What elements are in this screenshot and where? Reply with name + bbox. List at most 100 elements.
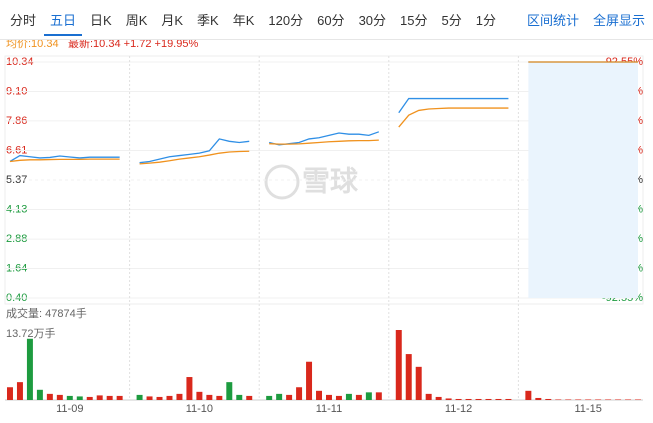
volume-bar: [565, 399, 572, 400]
volume-bar: [635, 399, 642, 400]
volume-bar: [335, 395, 342, 400]
period-tab[interactable]: 日K: [90, 13, 112, 28]
volume-title: 成交量: 47874手: [6, 306, 87, 320]
volume-bar: [575, 399, 582, 400]
volume-bar: [365, 392, 372, 400]
volume-bar: [116, 395, 123, 400]
volume-bar: [96, 395, 103, 400]
volume-bar: [236, 394, 243, 400]
volume-bar: [605, 399, 612, 400]
x-tick-label: 11-10: [186, 403, 213, 415]
avg-line: [139, 150, 250, 165]
volume-bar: [6, 387, 13, 400]
volume-bar: [296, 387, 303, 400]
period-tab[interactable]: 周K: [125, 13, 148, 28]
volume-bar: [56, 394, 63, 400]
tool-tab[interactable]: 区间统计: [526, 13, 579, 28]
volume-bar: [495, 398, 502, 400]
watermark-text: 雪球: [302, 165, 359, 196]
x-tick-label: 11-09: [56, 403, 83, 415]
price-line: [9, 154, 120, 163]
volume-tick-label: 13.72万手: [6, 326, 56, 340]
period-tab[interactable]: 分时: [10, 13, 37, 28]
price-area: [528, 62, 639, 298]
volume-bar: [306, 361, 313, 400]
volume-bar: [395, 330, 402, 400]
price-line: [139, 138, 250, 164]
avg-legend: 均价:10.34: [6, 40, 59, 50]
volume-bar: [625, 399, 632, 400]
volume-bar: [206, 394, 213, 400]
volume-bar: [106, 395, 113, 400]
volume-bar: [136, 394, 143, 400]
volume-bar: [525, 390, 532, 400]
volume-bar: [276, 393, 283, 400]
period-tab[interactable]: 年K: [232, 13, 255, 28]
volume-bar: [545, 398, 552, 400]
volume-bar: [555, 399, 562, 400]
x-tick-label: 11-12: [445, 403, 472, 415]
volume-bar: [405, 354, 412, 400]
tool-tabs: 区间统计 全屏显示: [513, 10, 645, 29]
volume-bar: [585, 399, 592, 400]
volume-bar: [66, 395, 73, 400]
period-tabs: 分时 五日 日K 周K 月K 季K 年K 120分 60分 30分 15分 5分 1分: [4, 10, 504, 36]
period-tab[interactable]: 60分: [317, 13, 345, 28]
watermark: 雪球: [264, 164, 359, 200]
volume-bar: [166, 395, 173, 400]
volume-bar: [246, 395, 253, 400]
period-tab[interactable]: 1分: [475, 13, 496, 28]
volume-bar: [26, 338, 33, 400]
avg-line: [269, 139, 379, 145]
chart: 均价:10.34 最新:10.34 +1.72 +19.95% 成交量: 478…: [4, 40, 644, 415]
volume-bar: [465, 398, 472, 400]
volume-bar: [146, 396, 153, 400]
volume-bar: [286, 394, 293, 400]
volume-bar: [505, 398, 512, 400]
y-tick-label: 5.37: [6, 174, 27, 186]
period-tab[interactable]: 5分: [441, 13, 462, 28]
volume-bar: [216, 395, 223, 400]
volume-bar: [455, 398, 462, 400]
volume-bar: [176, 393, 183, 400]
x-tick-label: 11-15: [575, 403, 602, 415]
volume-bar: [415, 366, 422, 400]
volume-bar: [615, 399, 622, 400]
avg-line: [398, 107, 509, 128]
period-tab[interactable]: 30分: [358, 13, 387, 28]
volume-bar: [226, 382, 233, 400]
latest-legend: 最新:10.34 +1.72 +19.95%: [68, 40, 198, 50]
volume-bar: [186, 377, 193, 400]
volume-bar: [16, 382, 23, 400]
volume-bar: [355, 394, 362, 400]
volume-bar: [345, 393, 352, 400]
volume-bar: [196, 391, 203, 400]
avg-line: [9, 158, 120, 163]
volume-bar: [156, 396, 163, 400]
tool-tab[interactable]: 全屏显示: [592, 13, 645, 28]
watermark-logo: [264, 164, 300, 200]
period-tab[interactable]: 月K: [161, 13, 184, 28]
period-tab[interactable]: 15分: [400, 13, 428, 28]
price-line: [269, 131, 380, 146]
volume-bar: [445, 398, 452, 400]
volume-bar: [76, 396, 83, 400]
x-tick-label: 11-11: [316, 403, 343, 415]
volume-bar: [325, 394, 332, 400]
period-tab[interactable]: 五日: [44, 10, 83, 36]
volume-bar: [425, 393, 432, 400]
period-tab[interactable]: 120分: [268, 13, 304, 28]
volume-bar: [46, 393, 53, 400]
volume-bar: [86, 396, 93, 400]
volume-bar: [266, 395, 273, 400]
volume-bar: [595, 399, 602, 400]
volume-bar: [535, 397, 542, 400]
price-line: [398, 97, 509, 114]
volume-bar: [435, 396, 442, 400]
period-tab[interactable]: 季K: [197, 13, 219, 28]
volume-bar: [475, 398, 482, 400]
volume-bar: [485, 398, 492, 400]
volume-bar: [36, 389, 43, 400]
tab-bar: 分时 五日 日K 周K 月K 季K 年K 120分 60分 30分 15分 5分 1分 区间统计 全屏显示: [0, 0, 653, 40]
